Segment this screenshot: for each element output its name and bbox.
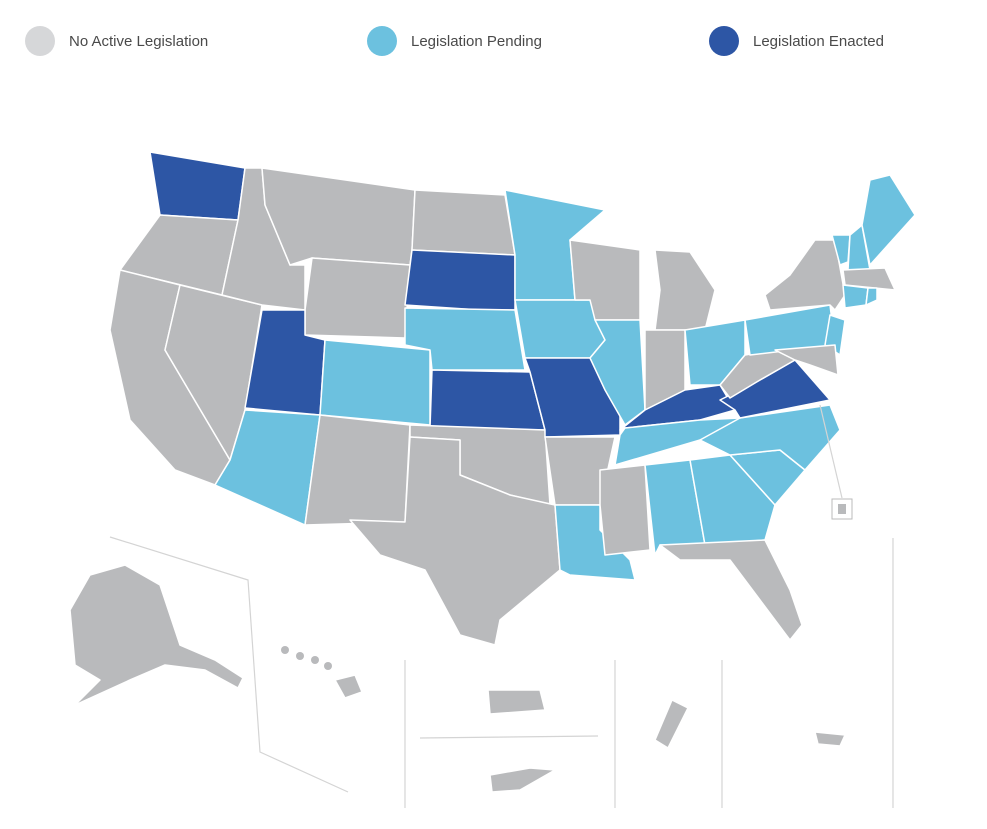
legend-label: Legislation Pending <box>411 33 542 50</box>
state <box>319 339 431 426</box>
state <box>429 369 546 431</box>
state <box>304 414 411 526</box>
state <box>404 249 516 311</box>
state <box>865 287 878 306</box>
legend-label: No Active Legislation <box>69 33 208 50</box>
state <box>689 454 776 546</box>
inset-border <box>419 735 599 739</box>
hawaii-islands <box>281 646 332 670</box>
state <box>69 564 244 706</box>
state <box>261 167 416 266</box>
state <box>659 539 803 641</box>
inset-lines <box>109 404 894 808</box>
island <box>311 656 319 664</box>
state <box>411 189 516 256</box>
inset-border <box>109 536 349 793</box>
state <box>214 409 321 526</box>
legend: No Active Legislation Legislation Pending… <box>25 26 884 56</box>
state <box>699 404 841 471</box>
state <box>654 249 716 331</box>
legend-swatch <box>367 26 397 56</box>
legend-swatch <box>25 26 55 56</box>
state <box>489 767 556 793</box>
legend-swatch <box>709 26 739 56</box>
state <box>774 344 839 376</box>
state <box>842 267 896 291</box>
state <box>334 674 363 699</box>
island <box>281 646 289 654</box>
us-map <box>69 151 916 793</box>
state <box>304 257 411 339</box>
state <box>349 436 561 646</box>
state <box>764 239 846 311</box>
legend-label: Legislation Enacted <box>753 33 884 50</box>
state <box>149 151 246 221</box>
state <box>842 284 869 309</box>
state <box>861 174 916 266</box>
state <box>814 731 846 747</box>
dc <box>838 504 846 514</box>
state <box>599 464 651 556</box>
island <box>296 652 304 660</box>
state <box>487 689 546 715</box>
state <box>654 699 689 749</box>
dc-pointer <box>819 404 843 499</box>
island <box>324 662 332 670</box>
state <box>589 319 646 426</box>
